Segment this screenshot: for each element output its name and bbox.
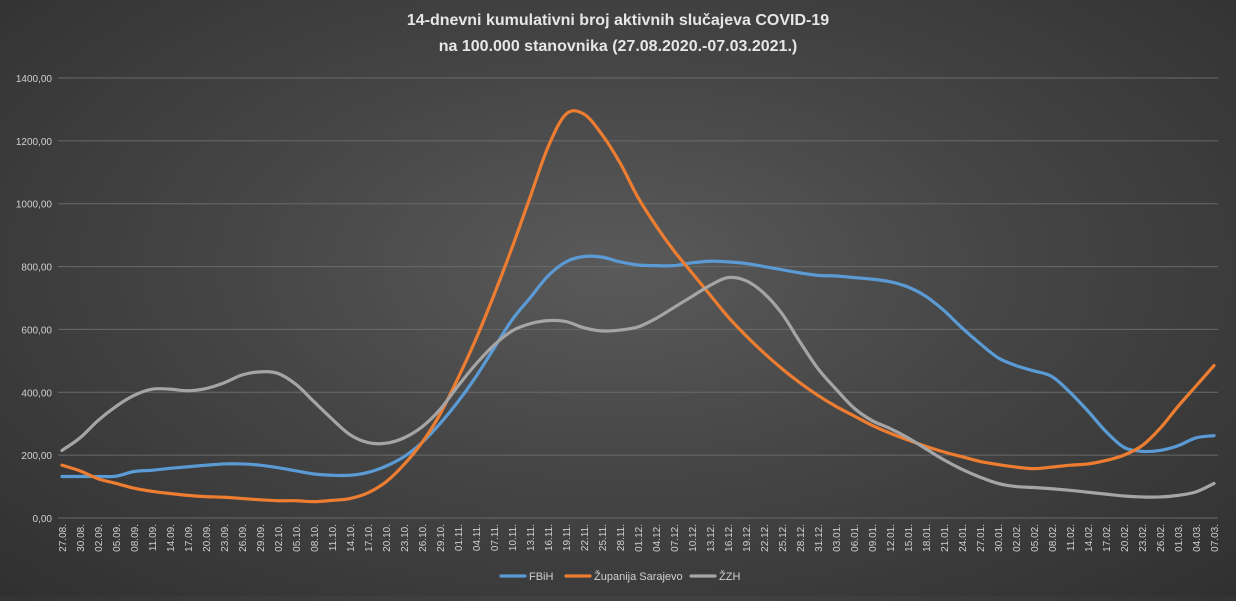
x-tick-label: 04.03. (1192, 524, 1203, 552)
y-tick-label: 1000,00 (16, 200, 53, 211)
chart-title-line-1: 14-dnevni kumulativni broj aktivnih sluč… (407, 12, 829, 29)
x-tick-label: 20.02. (1120, 524, 1131, 552)
x-tick-label: 10.12. (688, 524, 699, 552)
series-line-fbih (60, 254, 1216, 479)
x-tick-label: 01.03. (1174, 524, 1185, 552)
x-tick-label: 01.12. (634, 524, 645, 552)
x-tick-label: 26.09. (238, 524, 249, 552)
x-tick-label: 23.10. (400, 524, 411, 552)
series-lines (60, 109, 1216, 504)
x-tick-label: 14.02. (1084, 524, 1095, 552)
x-tick-label: 02.09. (94, 524, 105, 552)
legend-label-zzh: ŽZH (719, 570, 740, 583)
legend-label-fbih: FBiH (529, 571, 554, 583)
x-tick-label: 11.09. (148, 524, 159, 551)
y-tick-label: 1200,00 (16, 137, 53, 148)
gridlines (58, 77, 1218, 519)
series-line-zupanija-sarajevo (60, 109, 1216, 504)
x-tick-label: 20.10. (382, 524, 393, 552)
legend-label-zupanija-sarajevo: Županija Sarajevo (594, 570, 683, 583)
x-tick-label: 05.10. (292, 524, 303, 552)
x-tick-label: 11.02. (1066, 524, 1077, 551)
x-tick-label: 23.02. (1138, 524, 1149, 552)
x-tick-label: 28.12. (796, 524, 807, 552)
x-tick-label: 14.09. (166, 524, 177, 552)
y-axis-tick-labels: 0,00 200,00 400,00 600,00 800,00 1000,00 1200,… (16, 74, 53, 525)
x-tick-label: 04.12. (652, 524, 663, 552)
x-tick-label: 17.09. (184, 524, 195, 552)
x-tick-label: 08.10. (310, 524, 321, 552)
y-tick-label: 600,00 (21, 325, 52, 336)
legend: FBiH Županija Sarajevo ŽZH (499, 570, 740, 583)
x-tick-label: 26.10. (418, 524, 429, 552)
x-tick-label: 02.10. (274, 524, 285, 552)
y-tick-label: 200,00 (21, 451, 52, 462)
x-tick-label: 30.01. (994, 524, 1005, 552)
x-tick-label: 05.09. (112, 524, 123, 552)
x-axis-tick-labels: 27.08. 30.08. 02.09. 05.09. 08.09. 11.09. 14.0… (58, 524, 1221, 552)
chart-title-line-2: na 100.000 stanovnika (27.08.2020.-07.03… (439, 38, 797, 55)
x-tick-label: 19.12. (742, 524, 753, 552)
x-tick-label: 06.01. (850, 524, 861, 552)
x-tick-label: 14.10. (346, 524, 357, 552)
x-tick-label: 22.11. (580, 524, 591, 551)
x-tick-label: 07.11. (490, 524, 501, 551)
y-tick-label: 0,00 (33, 514, 53, 525)
x-tick-label: 13.12. (706, 524, 717, 552)
x-tick-label: 12.01. (886, 524, 897, 552)
x-tick-label: 24.01. (958, 524, 969, 552)
x-tick-label: 20.09. (202, 524, 213, 552)
x-tick-label: 13.11. (526, 524, 537, 551)
x-tick-label: 08.02. (1048, 524, 1059, 552)
y-tick-label: 1400,00 (16, 74, 53, 85)
x-tick-label: 07.12. (670, 524, 681, 552)
x-tick-label: 16.11. (544, 524, 555, 551)
x-tick-label: 08.09. (130, 524, 141, 552)
x-tick-label: 09.01. (868, 524, 879, 552)
x-tick-label: 16.12. (724, 524, 735, 552)
x-tick-label: 29.10. (436, 524, 447, 552)
x-tick-label: 17.10. (364, 524, 375, 552)
x-tick-label: 03.01. (832, 524, 843, 552)
x-tick-label: 01.11. (454, 524, 465, 551)
x-tick-label: 02.02. (1012, 524, 1023, 552)
x-tick-label: 21.01. (940, 524, 951, 552)
x-tick-label: 25.12. (778, 524, 789, 552)
series-line-zzh (60, 275, 1216, 499)
x-tick-label: 26.02. (1156, 524, 1167, 552)
x-tick-label: 22.12. (760, 524, 771, 552)
x-tick-label: 04.11. (472, 524, 483, 551)
y-tick-label: 800,00 (21, 263, 52, 274)
y-tick-label: 400,00 (21, 388, 52, 399)
x-tick-label: 23.09. (220, 524, 231, 552)
x-tick-label: 27.08. (58, 524, 69, 552)
x-tick-label: 15.01. (904, 524, 915, 552)
x-tick-label: 29.09. (256, 524, 267, 552)
x-tick-label: 05.02. (1030, 524, 1041, 552)
x-tick-label: 11.10. (328, 524, 339, 551)
x-tick-label: 28.11. (616, 524, 627, 551)
x-tick-label: 07.03. (1210, 524, 1221, 552)
x-tick-label: 10.11. (508, 524, 519, 551)
x-tick-label: 30.08. (76, 524, 87, 552)
x-tick-label: 19.11. (562, 524, 573, 551)
x-tick-label: 25.11. (598, 524, 609, 551)
x-tick-label: 31.12. (814, 524, 825, 552)
x-tick-label: 18.01. (922, 524, 933, 552)
x-tick-label: 17.02. (1102, 524, 1113, 552)
x-tick-label: 27.01. (976, 524, 987, 552)
